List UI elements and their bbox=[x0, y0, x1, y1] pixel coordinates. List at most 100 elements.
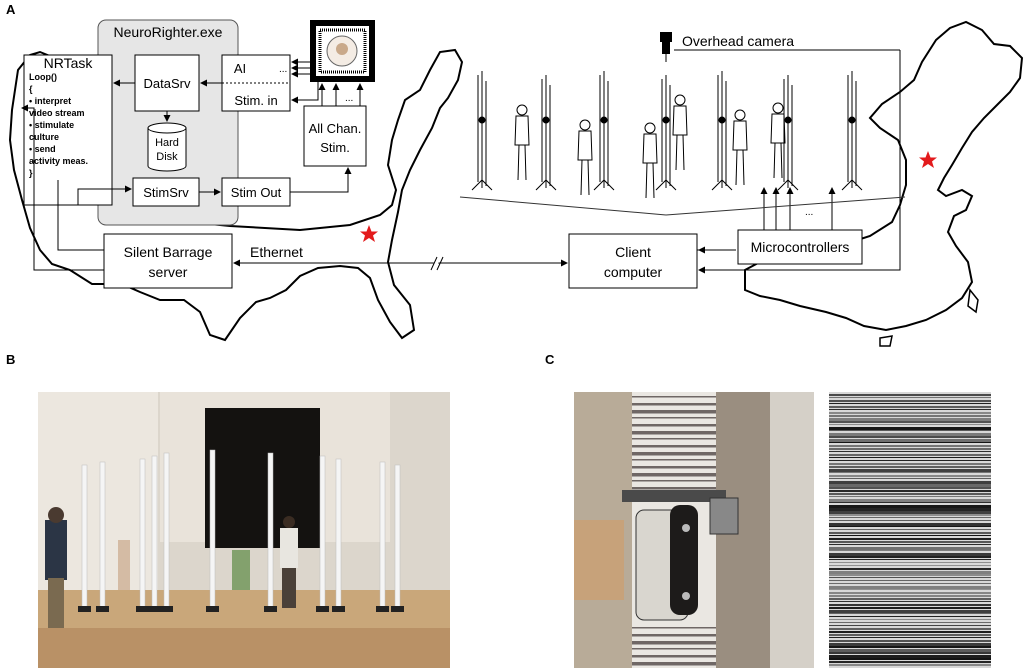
person-sketch bbox=[770, 102, 786, 179]
stim-out-label: Stim Out bbox=[231, 185, 282, 200]
trace-line bbox=[829, 550, 991, 551]
trace-line bbox=[829, 511, 991, 514]
trace-line bbox=[829, 601, 991, 602]
trace-line bbox=[829, 460, 991, 461]
trace-line bbox=[829, 583, 991, 584]
panel-label-a: A bbox=[6, 2, 16, 17]
trace-line bbox=[829, 604, 991, 606]
trace-line bbox=[829, 622, 991, 623]
trace-line bbox=[829, 652, 991, 654]
trace-line bbox=[829, 559, 991, 560]
trace-line bbox=[829, 547, 991, 550]
hard-disk-label-1: Hard bbox=[155, 137, 179, 149]
trace-line bbox=[829, 415, 991, 417]
installation-sketch bbox=[471, 71, 863, 199]
pole-sketch bbox=[655, 75, 677, 191]
trace-line bbox=[829, 613, 991, 614]
pole-stripe bbox=[632, 452, 716, 456]
trace-line bbox=[829, 496, 991, 497]
trace-line bbox=[829, 442, 991, 443]
overhead-camera-label: Overhead camera bbox=[682, 33, 794, 49]
datasrv-label: DataSrv bbox=[144, 76, 191, 91]
person-sketch bbox=[642, 122, 658, 199]
gallery-pole bbox=[394, 464, 401, 609]
person-sketch bbox=[672, 94, 688, 171]
ethernet-label: Ethernet bbox=[250, 244, 303, 260]
trace-line bbox=[829, 445, 991, 447]
trace-line bbox=[829, 505, 991, 508]
gallery-pole bbox=[163, 452, 170, 609]
trace-line bbox=[829, 418, 991, 421]
stim-in-label: Stim. in bbox=[234, 93, 277, 108]
svg-text:video stream: video stream bbox=[29, 108, 85, 118]
trace-line bbox=[829, 463, 991, 465]
all-chan-label-2: Stim. bbox=[320, 140, 350, 155]
pole-stripe bbox=[632, 473, 716, 477]
trace-line bbox=[829, 439, 991, 442]
trace-line bbox=[829, 634, 991, 636]
trace-line bbox=[829, 607, 991, 609]
gallery-pole bbox=[319, 455, 326, 609]
trace-line bbox=[829, 631, 991, 633]
pole-base bbox=[376, 606, 389, 612]
gallery-pole bbox=[209, 449, 216, 609]
pole-stripe bbox=[632, 417, 716, 419]
gallery-pole bbox=[335, 458, 342, 609]
client-computer-box bbox=[568, 233, 698, 289]
trace-line bbox=[829, 499, 991, 502]
trace-line bbox=[829, 430, 991, 431]
all-chan-label-1: All Chan. bbox=[309, 121, 362, 136]
pole-stripe bbox=[632, 403, 716, 406]
server-label-1: Silent Barrage bbox=[124, 244, 213, 260]
trace-line bbox=[829, 568, 991, 570]
trace-line bbox=[829, 412, 991, 414]
photo-gallery-installation bbox=[38, 392, 450, 668]
trace-line bbox=[829, 643, 991, 646]
pole-stripe bbox=[632, 648, 716, 650]
trace-line bbox=[829, 403, 991, 404]
neurorighter-title: NeuroRighter.exe bbox=[114, 24, 223, 40]
trace-line bbox=[829, 580, 991, 581]
pole-sketch bbox=[471, 71, 493, 191]
trace-line bbox=[829, 436, 991, 438]
trace-line bbox=[829, 532, 991, 534]
trace-line bbox=[829, 610, 991, 613]
trace-line bbox=[829, 523, 991, 526]
beijing-star bbox=[919, 151, 937, 168]
pole-base bbox=[206, 606, 219, 612]
trace-line bbox=[829, 448, 991, 450]
mea-culture-icon bbox=[310, 20, 375, 82]
photo-pole-robot bbox=[574, 392, 814, 668]
trace-line bbox=[829, 646, 991, 648]
trace-line bbox=[829, 553, 991, 556]
stimsrv-label: StimSrv bbox=[143, 185, 189, 200]
trace-line bbox=[829, 466, 991, 468]
trace-line bbox=[829, 487, 991, 489]
china-map-outline bbox=[744, 20, 1024, 332]
pole-stripe bbox=[632, 445, 716, 448]
pole-base bbox=[160, 606, 173, 612]
hard-disk-icon bbox=[147, 122, 187, 172]
trace-line bbox=[829, 502, 991, 503]
trace-line bbox=[829, 586, 991, 589]
trace-line bbox=[829, 472, 991, 473]
pole-stripe bbox=[632, 627, 716, 629]
pole-stripe bbox=[632, 438, 716, 440]
trace-line bbox=[829, 517, 991, 518]
pole-base bbox=[148, 606, 161, 612]
pole-base bbox=[332, 606, 345, 612]
trace-line bbox=[829, 454, 991, 456]
trace-line bbox=[829, 490, 991, 492]
pole-stripe bbox=[632, 662, 716, 666]
pole-sketch bbox=[777, 75, 799, 191]
pole-sketch bbox=[711, 71, 733, 191]
nrtask-title: NRTask bbox=[44, 55, 94, 71]
trace-line bbox=[829, 427, 991, 430]
gallery-pole bbox=[81, 464, 88, 609]
stim-out-box bbox=[221, 177, 291, 207]
pole-base bbox=[391, 606, 404, 612]
person-sketch bbox=[514, 104, 530, 181]
svg-text:activity meas.: activity meas. bbox=[29, 156, 88, 166]
pole-stripe bbox=[632, 466, 716, 469]
trace-line bbox=[829, 664, 991, 666]
